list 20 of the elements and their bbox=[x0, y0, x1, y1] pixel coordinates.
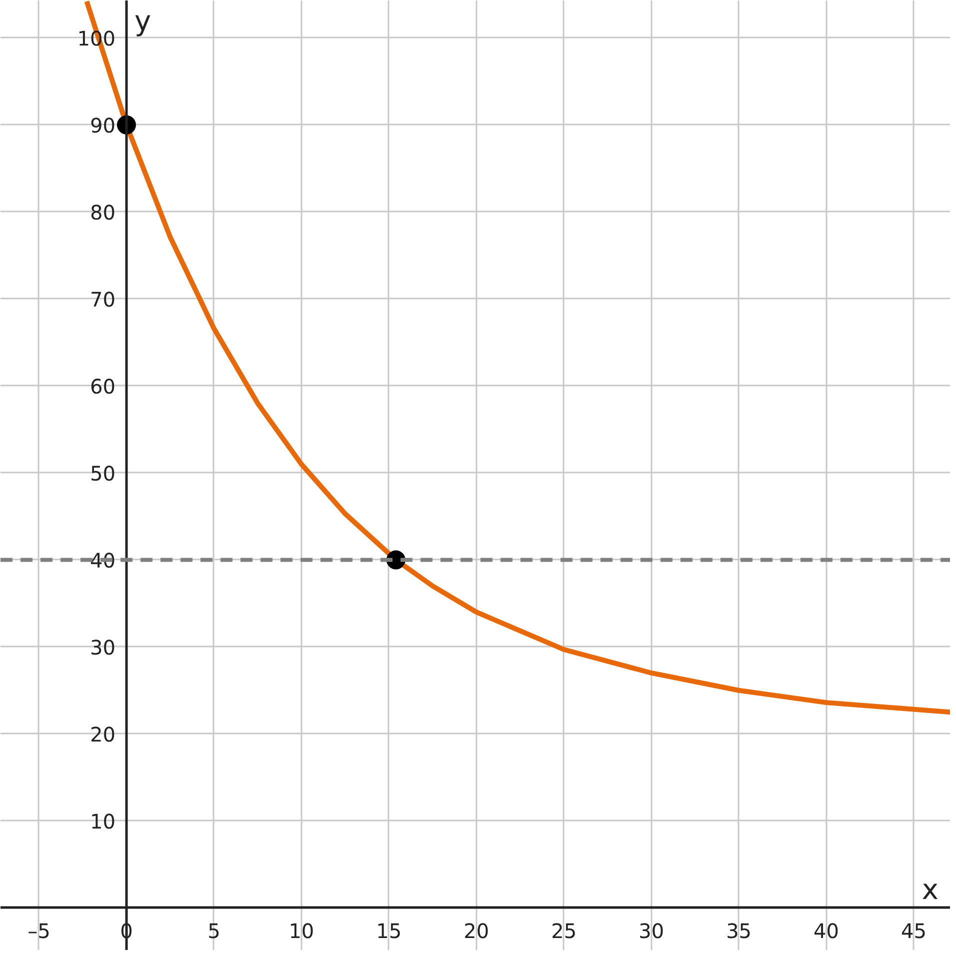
x-tick-label: 5 bbox=[208, 918, 220, 943]
x-tick-label: 45 bbox=[901, 918, 926, 943]
x-tick-label: 40 bbox=[814, 918, 840, 943]
x-tick-label: 10 bbox=[288, 918, 314, 943]
y-tick-label: 30 bbox=[90, 635, 116, 660]
x-tick-label: 25 bbox=[551, 918, 577, 943]
y-tick-label: 20 bbox=[90, 722, 116, 746]
y-tick-label: 80 bbox=[90, 200, 116, 224]
x-tick-label: 15 bbox=[376, 918, 402, 943]
y-tick-label: 90 bbox=[90, 113, 116, 138]
y-tick-label: 60 bbox=[90, 374, 116, 398]
x-tick-label: 35 bbox=[726, 918, 752, 943]
x-axis-title: x bbox=[922, 872, 939, 906]
x-tick-label: –5 bbox=[28, 918, 50, 943]
x-tick-label: 30 bbox=[638, 918, 664, 943]
y-tick-label: 70 bbox=[90, 287, 116, 312]
x-tick-label: 20 bbox=[464, 918, 490, 943]
y-tick-label: 50 bbox=[90, 461, 116, 486]
y-axis-title: y bbox=[134, 4, 152, 38]
y-tick-label: 10 bbox=[90, 809, 116, 834]
